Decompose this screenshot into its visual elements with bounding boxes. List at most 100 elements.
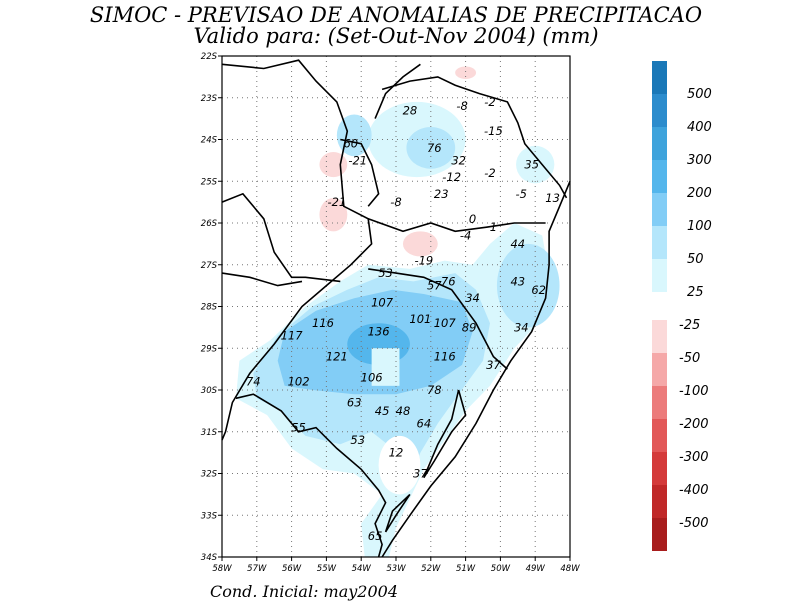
anomaly-value-label: 121 (326, 350, 348, 364)
lat-tick-label: 25S (201, 177, 218, 187)
anomaly-value-label: 63 (347, 396, 362, 410)
lat-tick-label: 28S (201, 303, 218, 313)
legend-swatch-positive (652, 259, 667, 292)
anomaly-value-label: -4 (460, 229, 471, 243)
anomaly-value-label: 0 (469, 212, 476, 226)
anomaly-field-layer (235, 66, 560, 557)
anomaly-value-label: 53 (378, 266, 393, 280)
lagoa-mirim (384, 493, 411, 533)
anomaly-value-label: -8 (390, 195, 401, 209)
anomaly-value-label: 12 (389, 446, 404, 460)
anomaly-value-label: 34 (514, 320, 529, 334)
anomaly-value-label: 136 (368, 325, 390, 339)
lon-tick-label: 57W (247, 564, 267, 574)
border-argentina-paraguay (221, 59, 373, 441)
border-santa-catarina-rs (368, 268, 508, 370)
anomaly-value-label: -15 (484, 124, 503, 138)
anomaly-value-label: 34 (465, 291, 480, 305)
legend-label-positive: 300 (687, 153, 712, 168)
anomaly-value-label: 60 (343, 137, 358, 151)
lon-tick-label: 49W (526, 564, 546, 574)
lon-tick-label: 51W (456, 564, 476, 574)
lon-tick-label: 52W (421, 564, 441, 574)
field-neg-west-a (319, 152, 348, 178)
anomaly-value-label: 62 (531, 283, 546, 297)
anomaly-value-label: 106 (361, 370, 383, 384)
anomaly-value-label: 65 (368, 529, 383, 543)
anomaly-value-label: 57 (427, 279, 442, 293)
map-subtitle: Valido para: (Set-Out-Nov 2004) (mm) (193, 24, 598, 48)
lat-tick-label: 24S (201, 136, 218, 146)
lon-tick-label: 58W (212, 564, 232, 574)
lon-tick-label: 56W (282, 564, 302, 574)
lon-tick-label: 54W (352, 564, 372, 574)
legend-label-positive: 500 (687, 87, 712, 102)
anomaly-value-label: -2 (484, 166, 495, 180)
anomaly-value-label: 1 (490, 220, 497, 234)
legend-label-positive: 25 (687, 285, 704, 300)
lat-tick-label: 29S (201, 344, 218, 354)
initial-condition-label: Cond. Inicial: may2004 (210, 582, 398, 601)
grid-lines (221, 55, 571, 558)
border-paraguay-argentina (221, 192, 341, 283)
anomaly-value-label: 116 (312, 316, 334, 330)
legend-swatch-positive (652, 127, 667, 160)
legend-swatch-negative (652, 353, 667, 386)
legend-label-positive: 200 (687, 186, 712, 201)
anomaly-value-label: 78 (427, 383, 442, 397)
lon-tick-label: 55W (317, 564, 337, 574)
border-parana-inner (340, 138, 380, 207)
legend-swatch-negative (652, 386, 667, 419)
anomaly-value-label: -2 (484, 95, 495, 109)
anomaly-value-label: -21 (348, 153, 367, 167)
anomaly-value-label: 37 (486, 358, 501, 372)
anomaly-value-label: 44 (510, 237, 525, 251)
legend-label-positive: 400 (687, 120, 712, 135)
anomaly-value-label: 76 (427, 141, 442, 155)
anomaly-value-label: -21 (327, 195, 346, 209)
lat-tick-label: 23S (201, 94, 218, 104)
legend-swatch-positive (652, 61, 667, 94)
anomaly-value-label: 45 (375, 404, 390, 418)
lagoa-dos-patos (423, 389, 467, 479)
axis-ticks: 22S23S24S25S26S27S28S29S30S31S32S33S34S5… (201, 52, 580, 574)
anomaly-value-label: 53 (350, 433, 365, 447)
border-mato-grosso-sul (374, 63, 421, 119)
anomaly-value-label: -12 (442, 170, 461, 184)
anomaly-value-label: 76 (441, 274, 456, 288)
legend-swatch-positive (652, 193, 667, 226)
legend-label-negative: -400 (679, 483, 709, 498)
border-parana-sao-paulo (381, 76, 568, 199)
border-parana-santa-catarina (367, 218, 546, 233)
anomaly-value-label: 101 (409, 312, 431, 326)
field-parana-coast (516, 145, 555, 184)
anomaly-value-label: 43 (510, 274, 525, 288)
lat-tick-label: 26S (201, 219, 218, 229)
anomaly-value-label: 48 (396, 404, 411, 418)
political-boundaries (221, 59, 571, 558)
anomaly-value-label: 55 (291, 421, 306, 435)
anomaly-value-label: 28 (403, 103, 418, 117)
legend-swatch-positive (652, 226, 667, 259)
legend-swatch-negative (652, 485, 667, 518)
anomaly-value-label: 89 (462, 320, 477, 334)
anomaly-value-label: 102 (288, 375, 310, 389)
anomaly-value-label: -5 (516, 187, 527, 201)
legend-swatch-negative (652, 452, 667, 485)
field-gap-low (371, 348, 400, 386)
anomaly-value-label: 13 (545, 191, 560, 205)
legend-swatch-positive (652, 160, 667, 193)
field-neg-north (455, 66, 477, 79)
lat-tick-label: 27S (201, 261, 218, 271)
anomaly-value-label: 32 (451, 153, 466, 167)
anomaly-value-label: 74 (246, 375, 261, 389)
lat-tick-label: 33S (201, 511, 218, 521)
anomaly-value-label: 107 (434, 316, 457, 330)
legend-swatch-negative (652, 419, 667, 452)
legend-swatch-negative (652, 518, 667, 551)
legend-label-positive: 100 (687, 219, 712, 234)
anomaly-value-label: 23 (434, 187, 449, 201)
anomaly-value-label: 116 (434, 350, 456, 364)
border-paraguay-south (221, 272, 303, 287)
